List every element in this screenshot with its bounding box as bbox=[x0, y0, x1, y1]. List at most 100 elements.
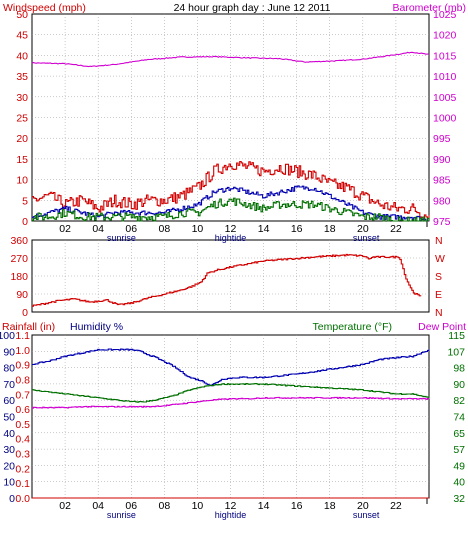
rain-y-tick: 0.7 bbox=[15, 389, 30, 401]
temperature-y-tick: 90 bbox=[453, 379, 465, 391]
series-humidity bbox=[32, 185, 429, 222]
rain-y-tick: 0.2 bbox=[15, 463, 30, 475]
x-tick-label: 08 bbox=[158, 500, 170, 512]
dir-y-tick: 90 bbox=[16, 289, 28, 301]
x-marker-hightide: hightide bbox=[215, 510, 247, 520]
x-tick-label: 20 bbox=[357, 500, 369, 512]
wind-y-tick: 40 bbox=[16, 50, 28, 62]
baro-y-tick: 1000 bbox=[433, 113, 457, 125]
compass-tick: E bbox=[435, 289, 442, 301]
x-marker-sunrise: sunrise bbox=[107, 510, 136, 520]
x-marker-sunrise: sunrise bbox=[107, 233, 136, 243]
baro-y-tick: 980 bbox=[433, 195, 451, 207]
x-tick-label: 02 bbox=[59, 223, 71, 235]
series-wind bbox=[32, 160, 430, 222]
series-temperature bbox=[32, 383, 430, 403]
windspeed-axis-label: Windspeed (mph) bbox=[3, 2, 86, 14]
compass-tick: N bbox=[435, 235, 443, 247]
rain-y-tick: 1.0 bbox=[15, 345, 30, 357]
chart-title: 24 hour graph day : June 12 2011 bbox=[174, 2, 331, 14]
humidity-y-tick: 50 bbox=[3, 412, 15, 424]
series-baro bbox=[31, 51, 430, 68]
data-series bbox=[31, 51, 430, 499]
rain-y-tick: 0.9 bbox=[15, 360, 30, 372]
x-tick-label: 02 bbox=[59, 500, 71, 512]
dir-y-tick: 0 bbox=[22, 307, 28, 319]
humidity-y-tick: 0 bbox=[9, 493, 15, 505]
compass-tick: S bbox=[435, 271, 442, 283]
wind-y-tick: 20 bbox=[16, 133, 28, 145]
baro-y-tick: 995 bbox=[433, 133, 451, 145]
x-tick-label: 04 bbox=[92, 500, 104, 512]
series-dewpoint bbox=[32, 396, 430, 409]
temperature-axis-label: Temperature (°F) bbox=[313, 321, 392, 333]
x-tick-label: 18 bbox=[324, 223, 336, 235]
rain-y-tick: 0.0 bbox=[15, 493, 30, 505]
x-tick-label: 14 bbox=[258, 500, 270, 512]
wind-y-tick: 10 bbox=[16, 175, 28, 187]
x-tick-label: 22 bbox=[390, 500, 402, 512]
wind-y-tick: 35 bbox=[16, 71, 28, 83]
x-marker-sunset: sunset bbox=[353, 510, 380, 520]
dewpoint-axis-label: Dew Point bbox=[418, 321, 466, 333]
x-marker-sunset: sunset bbox=[353, 233, 380, 243]
series-wind-direction bbox=[32, 253, 422, 307]
dir-y-tick: 270 bbox=[10, 253, 28, 265]
rain-y-tick: 0.6 bbox=[15, 404, 30, 416]
humidity-y-tick: 60 bbox=[3, 395, 15, 407]
dir-y-tick: 360 bbox=[10, 235, 28, 247]
humidity-y-tick: 80 bbox=[3, 363, 15, 375]
rain-y-tick: 0.5 bbox=[15, 419, 30, 431]
rain-y-tick: 0.1 bbox=[15, 478, 30, 490]
baro-y-tick: 1015 bbox=[433, 50, 457, 62]
humidity-y-tick: 20 bbox=[3, 460, 15, 472]
humidity-axis-label: Humidity % bbox=[70, 321, 123, 333]
baro-y-tick: 1010 bbox=[433, 71, 457, 83]
temperature-y-tick: 40 bbox=[453, 477, 465, 489]
humidity-y-tick: 70 bbox=[3, 379, 15, 391]
humidity-y-tick: 100 bbox=[0, 330, 15, 342]
x-tick-label: 22 bbox=[390, 223, 402, 235]
x-tick-label: 18 bbox=[324, 500, 336, 512]
rain-y-tick: 0.4 bbox=[15, 434, 30, 446]
wind-y-tick: 25 bbox=[16, 113, 28, 125]
rain-y-tick: 0.8 bbox=[15, 374, 30, 386]
baro-y-tick: 975 bbox=[433, 216, 451, 228]
baro-y-tick: 985 bbox=[433, 175, 451, 187]
humidity-y-tick: 40 bbox=[3, 428, 15, 440]
temperature-y-tick: 82 bbox=[453, 395, 465, 407]
wind-y-tick: 0 bbox=[22, 216, 28, 228]
series-temperature bbox=[32, 197, 430, 222]
x-tick-label: 10 bbox=[192, 223, 204, 235]
compass-tick: N bbox=[435, 307, 443, 319]
series-humidity bbox=[32, 348, 430, 387]
temperature-y-tick: 32 bbox=[453, 493, 465, 505]
temperature-y-tick: 65 bbox=[453, 428, 465, 440]
x-tick-label: 16 bbox=[291, 500, 303, 512]
baro-y-tick: 990 bbox=[433, 154, 451, 166]
temperature-y-tick: 107 bbox=[447, 346, 465, 358]
rain-y-tick: 0.3 bbox=[15, 449, 30, 461]
x-tick-label: 16 bbox=[291, 223, 303, 235]
humidity-y-tick: 30 bbox=[3, 444, 15, 456]
x-tick-label: 12 bbox=[225, 500, 237, 512]
humidity-y-tick: 90 bbox=[3, 346, 15, 358]
wind-y-tick: 30 bbox=[16, 92, 28, 104]
x-tick-label: 04 bbox=[92, 223, 104, 235]
temperature-y-tick: 57 bbox=[453, 444, 465, 456]
x-tick-label: 14 bbox=[258, 223, 270, 235]
wind-y-tick: 5 bbox=[22, 195, 28, 207]
baro-y-tick: 1005 bbox=[433, 92, 457, 104]
temperature-y-tick: 49 bbox=[453, 460, 465, 472]
wind-y-tick: 45 bbox=[16, 30, 28, 42]
wind-y-tick: 50 bbox=[16, 9, 28, 21]
x-marker-hightide: hightide bbox=[215, 233, 247, 243]
x-tick-label: 12 bbox=[225, 223, 237, 235]
x-tick-label: 20 bbox=[357, 223, 369, 235]
rainfall-axis-label: Rainfall (in) bbox=[2, 321, 55, 333]
x-tick-label: 10 bbox=[192, 500, 204, 512]
grid-lines bbox=[32, 14, 429, 498]
dir-y-tick: 180 bbox=[10, 271, 28, 283]
baro-y-tick: 1025 bbox=[433, 9, 457, 21]
